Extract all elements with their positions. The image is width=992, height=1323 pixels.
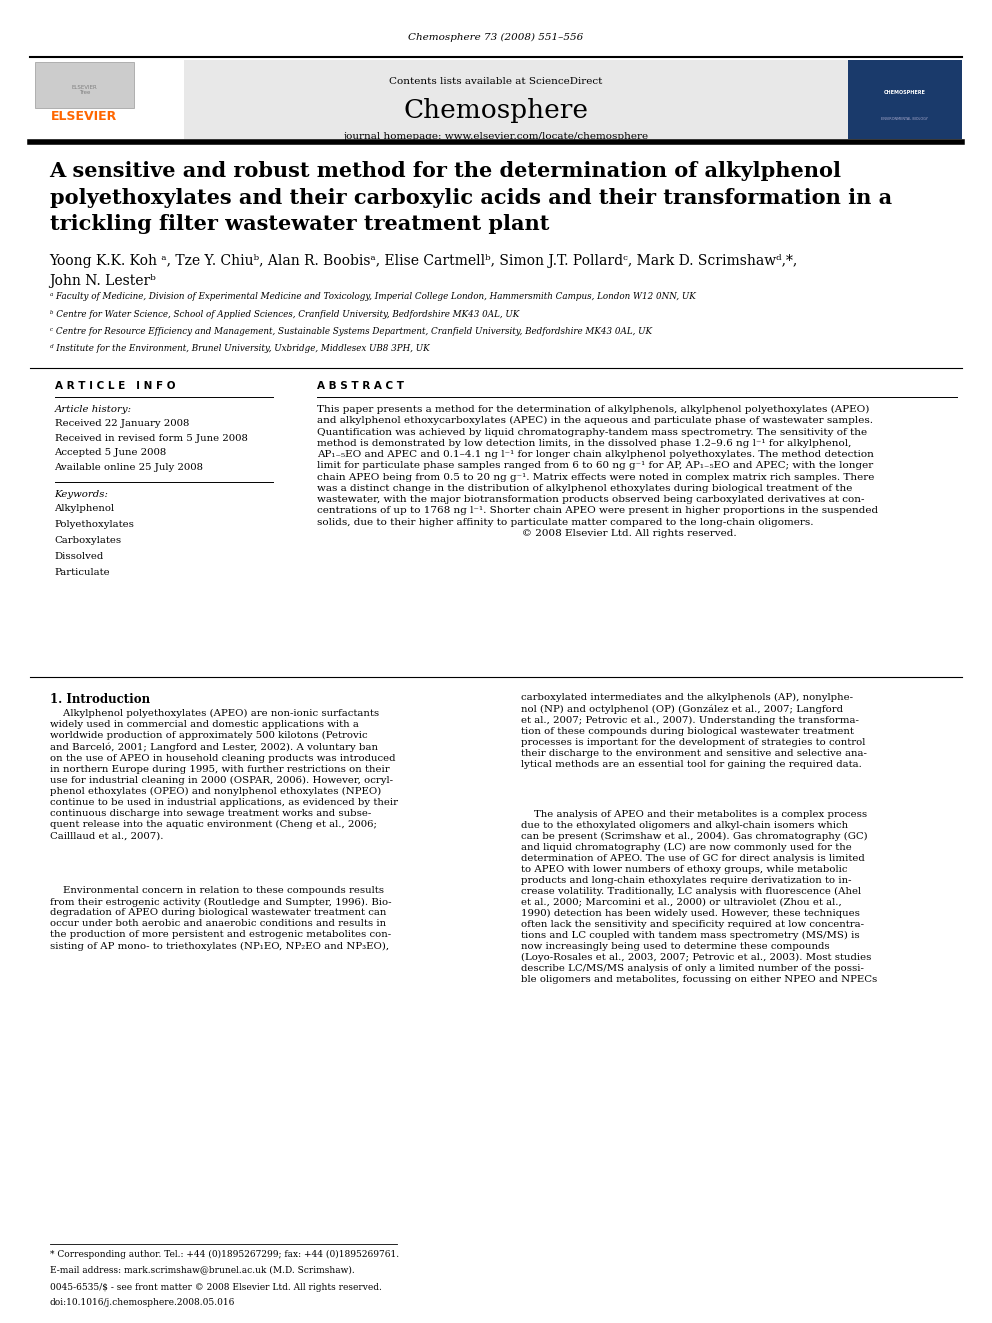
Text: ᵇ Centre for Water Science, School of Applied Sciences, Cranfield University, Be: ᵇ Centre for Water Science, School of Ap… (50, 310, 519, 319)
Text: carboxylated intermediates and the alkylphenols (AP), nonylphe-
nol (NP) and oct: carboxylated intermediates and the alkyl… (521, 693, 867, 769)
FancyBboxPatch shape (848, 60, 962, 139)
Text: ᵈ Institute for the Environment, Brunel University, Uxbridge, Middlesex UB8 3PH,: ᵈ Institute for the Environment, Brunel … (50, 344, 430, 353)
Text: Chemosphere 73 (2008) 551–556: Chemosphere 73 (2008) 551–556 (409, 33, 583, 42)
Text: A sensitive and robust method for the determination of alkylphenol
polyethoxylat: A sensitive and robust method for the de… (50, 161, 892, 234)
Text: 1. Introduction: 1. Introduction (50, 693, 150, 706)
Text: Article history:: Article history: (55, 405, 132, 414)
Text: Received in revised form 5 June 2008: Received in revised form 5 June 2008 (55, 434, 247, 443)
Text: Dissolved: Dissolved (55, 552, 104, 561)
Text: A R T I C L E   I N F O: A R T I C L E I N F O (55, 381, 175, 392)
Text: Received 22 January 2008: Received 22 January 2008 (55, 419, 188, 429)
Text: Polyethoxylates: Polyethoxylates (55, 520, 135, 529)
Text: 0045-6535/$ - see front matter © 2008 Elsevier Ltd. All rights reserved.: 0045-6535/$ - see front matter © 2008 El… (50, 1283, 382, 1293)
Text: This paper presents a method for the determination of alkylphenols, alkylphenol : This paper presents a method for the det… (317, 405, 879, 537)
Text: Contents lists available at ScienceDirect: Contents lists available at ScienceDirec… (389, 77, 603, 86)
Text: ᵃ Faculty of Medicine, Division of Experimental Medicine and Toxicology, Imperia: ᵃ Faculty of Medicine, Division of Exper… (50, 292, 695, 302)
Text: * Corresponding author. Tel.: +44 (0)1895267299; fax: +44 (0)1895269761.: * Corresponding author. Tel.: +44 (0)189… (50, 1250, 399, 1259)
Text: Keywords:: Keywords: (55, 490, 108, 499)
FancyBboxPatch shape (30, 60, 184, 139)
Text: CHEMOSPHERE: CHEMOSPHERE (884, 90, 926, 95)
Text: Yoong K.K. Koh ᵃ, Tze Y. Chiuᵇ, Alan R. Boobisᵃ, Elise Cartmellᵇ, Simon J.T. Pol: Yoong K.K. Koh ᵃ, Tze Y. Chiuᵇ, Alan R. … (50, 254, 798, 288)
Text: Environmental concern in relation to these compounds results
from their estrogen: Environmental concern in relation to the… (50, 886, 391, 950)
Text: E-mail address: mark.scrimshaw@brunel.ac.uk (M.D. Scrimshaw).: E-mail address: mark.scrimshaw@brunel.ac… (50, 1265, 354, 1274)
Text: A B S T R A C T: A B S T R A C T (317, 381, 405, 392)
Text: Available online 25 July 2008: Available online 25 July 2008 (55, 463, 203, 472)
FancyBboxPatch shape (35, 62, 134, 108)
Text: doi:10.1016/j.chemosphere.2008.05.016: doi:10.1016/j.chemosphere.2008.05.016 (50, 1298, 235, 1307)
Text: ENVIRONMENTAL BIOLOGY: ENVIRONMENTAL BIOLOGY (881, 116, 929, 122)
Text: The analysis of APEO and their metabolites is a complex process
due to the ethox: The analysis of APEO and their metabolit… (521, 810, 877, 984)
Text: journal homepage: www.elsevier.com/locate/chemosphere: journal homepage: www.elsevier.com/locat… (343, 132, 649, 142)
Text: Carboxylates: Carboxylates (55, 536, 122, 545)
Text: Chemosphere: Chemosphere (404, 98, 588, 123)
Text: ᶜ Centre for Resource Efficiency and Management, Sustainable Systems Department,: ᶜ Centre for Resource Efficiency and Man… (50, 327, 652, 336)
Text: Accepted 5 June 2008: Accepted 5 June 2008 (55, 448, 167, 458)
FancyBboxPatch shape (30, 60, 962, 139)
Text: Alkylphenol: Alkylphenol (55, 504, 115, 513)
Text: ELSEVIER
Tree: ELSEVIER Tree (71, 85, 97, 95)
Text: ELSEVIER: ELSEVIER (52, 110, 117, 123)
Text: Particulate: Particulate (55, 568, 110, 577)
Text: Alkylphenol polyethoxylates (APEO) are non-ionic surfactants
widely used in comm: Alkylphenol polyethoxylates (APEO) are n… (50, 709, 398, 840)
